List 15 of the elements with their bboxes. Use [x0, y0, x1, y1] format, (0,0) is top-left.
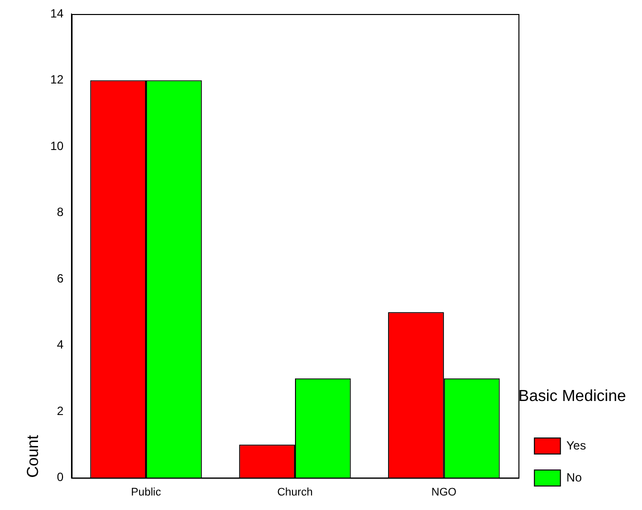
y-tick-label: 10 [50, 138, 64, 153]
y-tick-label: 0 [56, 470, 64, 484]
x-tick-label: NGO [431, 486, 457, 498]
y-tick-label: 6 [56, 271, 64, 286]
legend-label: No [566, 470, 582, 484]
x-tick-label: Church [277, 486, 313, 498]
legend-label: Yes [566, 438, 586, 452]
y-tick-label: 12 [50, 72, 64, 87]
y-tick-label: 4 [56, 338, 64, 352]
legend-title: Basic Medicine [518, 388, 626, 406]
x-tick-label: Public [131, 486, 162, 498]
y-axis-title: Count [25, 434, 42, 478]
y-tick-label: 14 [50, 6, 64, 20]
y-tick-label: 8 [56, 205, 64, 220]
y-tick-label: 2 [56, 404, 64, 418]
